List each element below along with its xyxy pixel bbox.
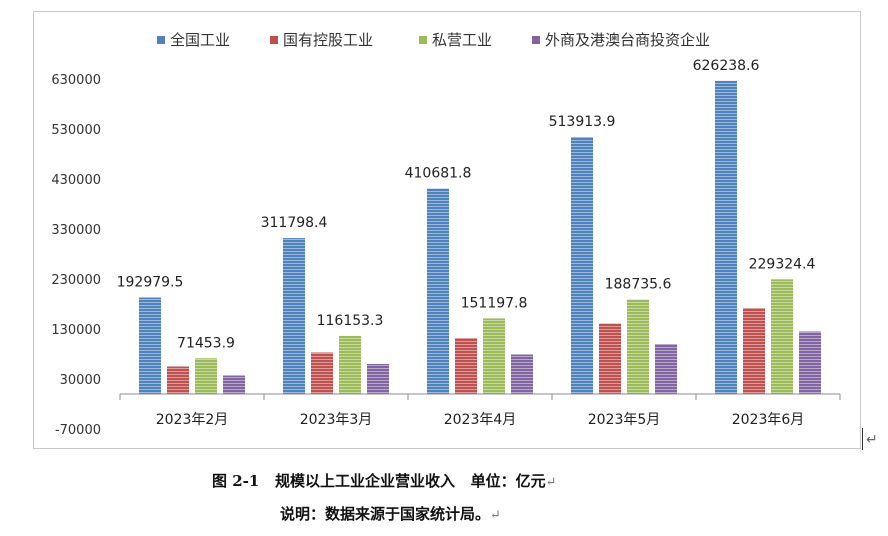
- note-text: 说明：数据来源于国家统计局。: [280, 505, 491, 523]
- paragraph-mark: ↵: [866, 432, 878, 448]
- y-tick-label: 330000: [51, 223, 101, 238]
- x-category-label: 2023年5月: [588, 412, 661, 428]
- paragraph-mark: ↵: [490, 508, 501, 523]
- data-label: 311798.4: [261, 215, 328, 231]
- y-tick-label: 430000: [51, 173, 101, 188]
- bar-hatch: [339, 335, 361, 394]
- bar-hatch: [599, 323, 621, 394]
- legend-label: 私营工业: [432, 31, 492, 49]
- legend-swatch: [157, 36, 165, 44]
- bar-hatch: [655, 344, 677, 394]
- data-label: 151197.8: [461, 295, 528, 311]
- legend-label: 外商及港澳台商投资企业: [545, 31, 710, 49]
- legend: 全国工业 国有控股工业 私营工业 外商及港澳台商投资企业: [157, 31, 710, 49]
- figure-caption: 图 2-1 规模以上工业企业营业收入 单位：亿元↵: [212, 470, 557, 491]
- legend-label: 全国工业: [170, 31, 230, 49]
- y-tick-label: 30000: [60, 373, 101, 388]
- x-category-label: 2023年4月: [444, 412, 517, 428]
- bar-hatch: [427, 188, 449, 394]
- data-label: 626238.6: [693, 58, 760, 74]
- bars: 192979.5 71453.9 311798.4 116153.3 410681.8 1…: [117, 58, 821, 394]
- legend-swatch: [270, 36, 278, 44]
- bar-hatch: [139, 297, 161, 394]
- y-tick-label: 230000: [51, 273, 101, 288]
- x-category-label: 2023年2月: [156, 412, 229, 428]
- bar-hatch: [167, 366, 189, 394]
- data-label: 71453.9: [177, 335, 235, 351]
- data-label: 188735.6: [605, 277, 672, 293]
- legend-swatch: [532, 36, 540, 44]
- y-axis: 630000 530000 430000 330000 230000 130000 3000…: [51, 73, 101, 438]
- bar-hatch: [311, 352, 333, 394]
- bar-hatch: [223, 375, 245, 394]
- data-label: 410681.8: [405, 166, 472, 182]
- bar-chart: 全国工业 国有控股工业 私营工业 外商及港澳台商投资企业 630000 530000 43…: [51, 31, 841, 438]
- y-tick-label: 530000: [51, 123, 101, 138]
- source-note: 说明：数据来源于国家统计局。↵: [280, 503, 501, 524]
- caption-text: 图 2-1 规模以上工业企业营业收入 单位：亿元: [212, 472, 546, 490]
- bar-hatch: [367, 364, 389, 394]
- y-tick-label: -70000: [55, 423, 101, 438]
- paragraph-mark: ↵: [545, 475, 557, 490]
- bar-hatch: [771, 279, 793, 394]
- bar-hatch: [799, 331, 821, 394]
- bar-hatch: [283, 238, 305, 394]
- bar-hatch: [455, 338, 477, 394]
- data-label: 229324.4: [749, 256, 816, 272]
- legend-label: 国有控股工业: [283, 31, 373, 49]
- bar-hatch: [195, 358, 217, 394]
- x-axis: 2023年2月 2023年3月 2023年4月 2023年5月 2023年6月: [119, 393, 841, 428]
- x-category-label: 2023年3月: [300, 412, 373, 428]
- x-category-label: 2023年6月: [732, 412, 805, 428]
- chart-frame: 全国工业 国有控股工业 私营工业 外商及港澳台商投资企业 630000 530000 43…: [33, 11, 861, 449]
- y-tick-label: 630000: [51, 73, 101, 88]
- legend-swatch: [419, 36, 427, 44]
- data-label: 513913.9: [549, 114, 616, 130]
- bar-hatch: [627, 299, 649, 394]
- y-tick-label: 130000: [51, 323, 101, 338]
- text-cursor: [862, 428, 863, 450]
- data-label: 116153.3: [317, 313, 384, 329]
- bar-hatch: [743, 308, 765, 394]
- bar-hatch: [511, 354, 533, 394]
- bar-hatch: [483, 318, 505, 394]
- bar-hatch: [571, 137, 593, 394]
- bar-hatch: [715, 80, 737, 394]
- data-label: 192979.5: [117, 275, 184, 291]
